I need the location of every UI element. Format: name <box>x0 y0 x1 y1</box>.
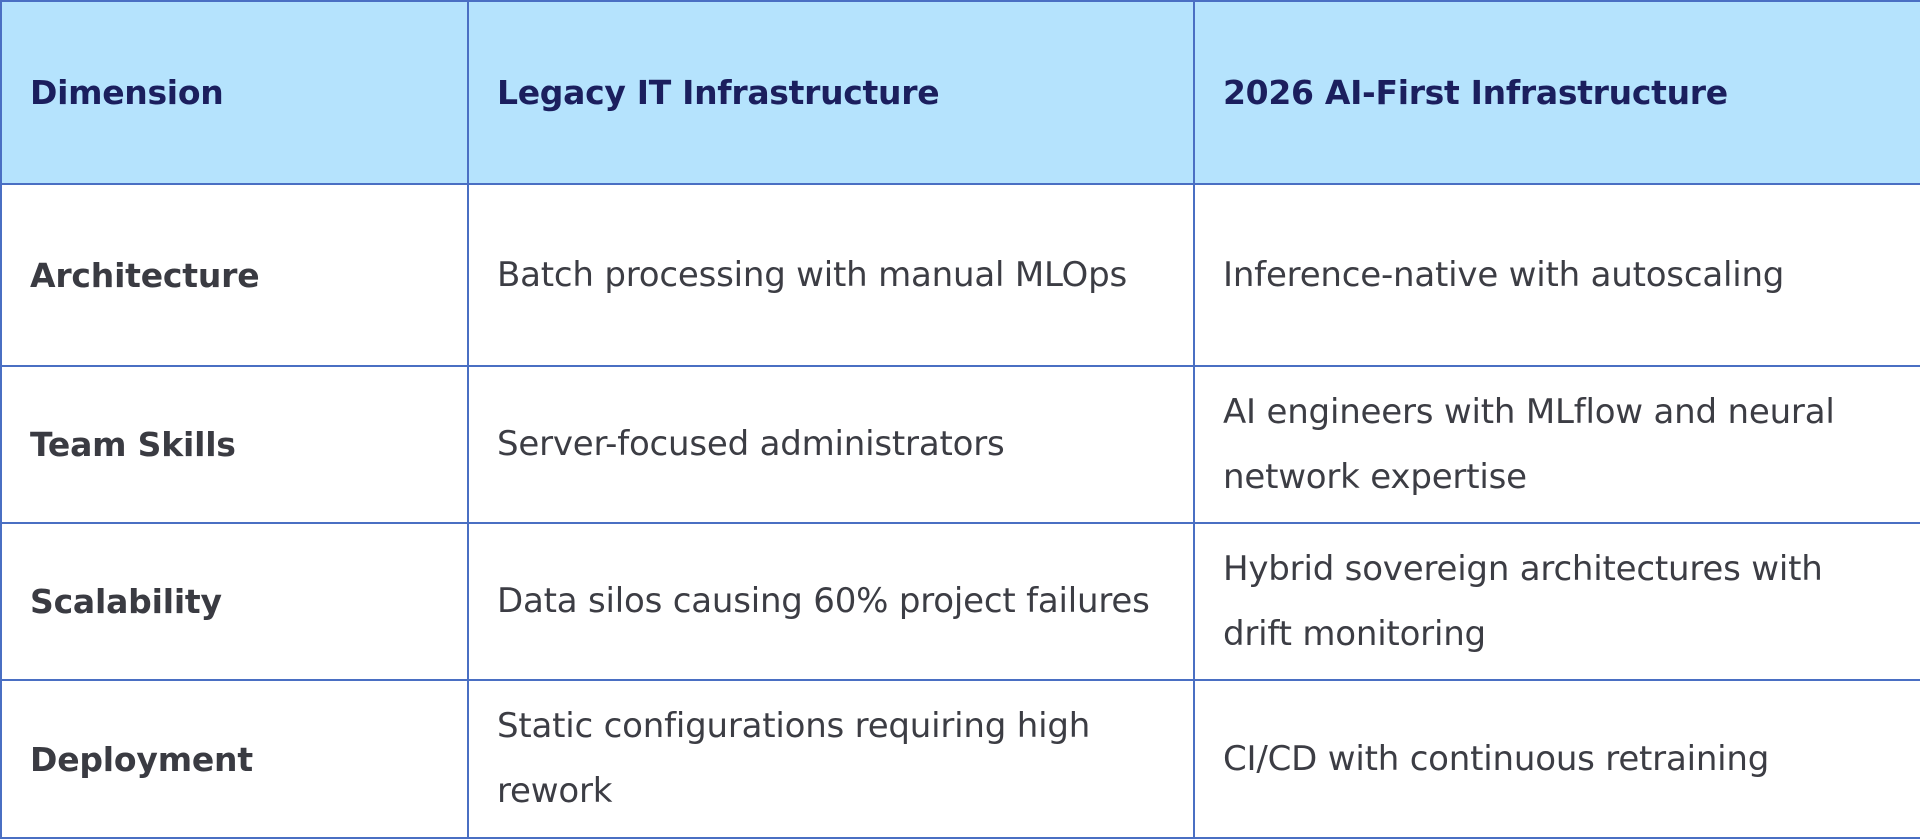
legacy-cell: Server-focused administrators <box>467 365 1195 524</box>
header-legacy: Legacy IT Infrastructure <box>467 0 1195 185</box>
header-ai-first: 2026 AI-First Infrastructure <box>1193 0 1920 185</box>
dimension-cell: Scalability <box>0 522 469 681</box>
table-body: Architecture Batch processing with manua… <box>0 183 1920 839</box>
table-header: Dimension Legacy IT Infrastructure 2026 … <box>0 0 1920 185</box>
header-dimension: Dimension <box>0 0 469 185</box>
ai-first-cell: AI engineers with MLflow and neural netw… <box>1193 365 1920 524</box>
table-row-architecture: Architecture Batch processing with manua… <box>0 183 1920 367</box>
legacy-cell: Batch processing with manual MLOps <box>467 183 1195 367</box>
table-row-deployment: Deployment Static configurations requiri… <box>0 679 1920 839</box>
ai-first-cell: CI/CD with continuous retraining <box>1193 679 1920 839</box>
legacy-cell: Data silos causing 60% project failures <box>467 522 1195 681</box>
table-row-team-skills: Team Skills Server-focused administrator… <box>0 365 1920 524</box>
dimension-cell: Architecture <box>0 183 469 367</box>
dimension-cell: Deployment <box>0 679 469 839</box>
ai-first-cell: Hybrid sovereign architectures with drif… <box>1193 522 1920 681</box>
header-row: Dimension Legacy IT Infrastructure 2026 … <box>0 0 1920 185</box>
ai-first-cell: Inference-native with autoscaling <box>1193 183 1920 367</box>
table-row-scalability: Scalability Data silos causing 60% proje… <box>0 522 1920 681</box>
legacy-cell: Static configurations requiring high rew… <box>467 679 1195 839</box>
dimension-cell: Team Skills <box>0 365 469 524</box>
